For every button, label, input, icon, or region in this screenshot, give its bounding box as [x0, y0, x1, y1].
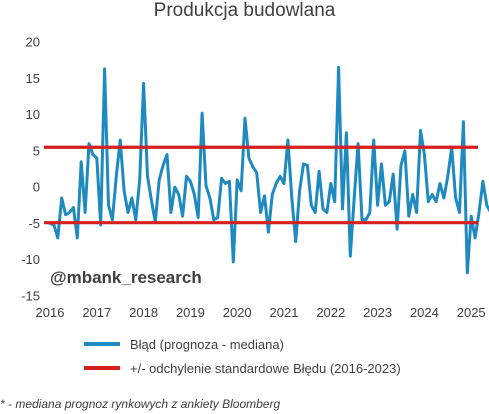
legend: Błąd (prognoza - mediana) +/- odchylenie… [84, 332, 401, 380]
x-tick-label: 2022 [316, 305, 345, 320]
legend-swatch-error [84, 342, 120, 346]
legend-item-error: Błąd (prognoza - mediana) [84, 332, 401, 356]
legend-swatch-stddev [84, 366, 120, 370]
x-tick-label: 2017 [82, 305, 111, 320]
y-tick-label: 0 [33, 180, 40, 195]
x-tick-label: 2019 [176, 305, 205, 320]
y-tick-label: 15 [26, 71, 40, 86]
x-tick-label: 2021 [270, 305, 299, 320]
x-tick-label: 2023 [363, 305, 392, 320]
chart-title: Produkcja budowlana [153, 0, 336, 21]
legend-item-stddev: +/- odchylenie standardowe Błędu (2016-2… [84, 356, 401, 380]
x-tick-label: 2024 [410, 305, 439, 320]
footnote: * - mediana prognoz rynkowych z ankiety … [0, 397, 281, 411]
y-tick-label: -15 [21, 289, 40, 304]
y-tick-label: 20 [26, 35, 40, 50]
x-tick-label: 2020 [223, 305, 252, 320]
legend-label-stddev: +/- odchylenie standardowe Błędu (2016-2… [130, 360, 401, 376]
x-tick-label: 2025 [457, 305, 486, 320]
y-tick-label: -10 [21, 252, 40, 267]
x-tick-label: 2018 [129, 305, 158, 320]
y-tick-label: -5 [28, 216, 40, 231]
x-tick-label: 2016 [36, 305, 65, 320]
y-tick-label: 10 [26, 107, 40, 122]
watermark: @mbank_research [50, 268, 202, 287]
legend-label-error: Błąd (prognoza - mediana) [130, 336, 284, 352]
series-line-error [48, 65, 489, 275]
y-tick-label: 5 [33, 143, 40, 158]
